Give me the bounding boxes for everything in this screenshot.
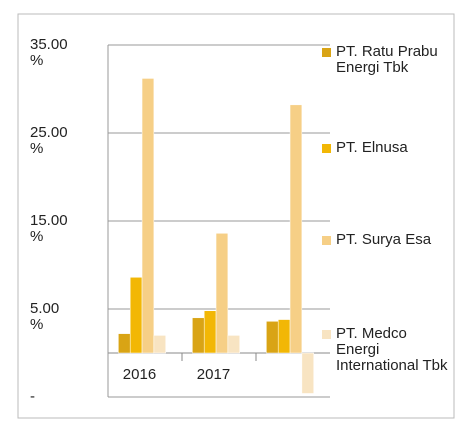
- bar: [301, 352, 314, 394]
- x-tick-label: 2016: [122, 366, 157, 383]
- legend-swatch: [322, 48, 331, 57]
- y-tick-label: -: [30, 388, 35, 405]
- legend-label: PT. Elnusa: [336, 139, 408, 156]
- bar: [289, 104, 303, 354]
- y-tick-label: 5.00 %: [30, 300, 60, 333]
- x-tick-label: 2017: [196, 366, 231, 383]
- frame: [17, 13, 455, 419]
- y-tick-label: 35.00 %: [30, 36, 68, 69]
- legend-swatch: [322, 330, 331, 339]
- bar: [141, 78, 155, 354]
- legend-label: PT. Medco Energi International Tbk: [336, 325, 448, 374]
- legend-label: PT. Surya Esa: [336, 231, 432, 248]
- y-tick-label: 25.00 %: [30, 124, 68, 157]
- bar: [153, 335, 166, 354]
- bar: [192, 317, 205, 354]
- bar: [203, 310, 217, 354]
- bar: [227, 335, 240, 354]
- bar: [118, 333, 131, 354]
- bar: [215, 233, 229, 354]
- y-tick-label: 15.00 %: [30, 212, 68, 245]
- legend-swatch: [322, 144, 331, 153]
- legend-swatch: [322, 236, 331, 245]
- bar: [266, 321, 279, 354]
- bar: [129, 277, 143, 354]
- bar: [277, 319, 291, 354]
- legend-label: PT. Ratu Prabu Energi Tbk: [336, 43, 438, 76]
